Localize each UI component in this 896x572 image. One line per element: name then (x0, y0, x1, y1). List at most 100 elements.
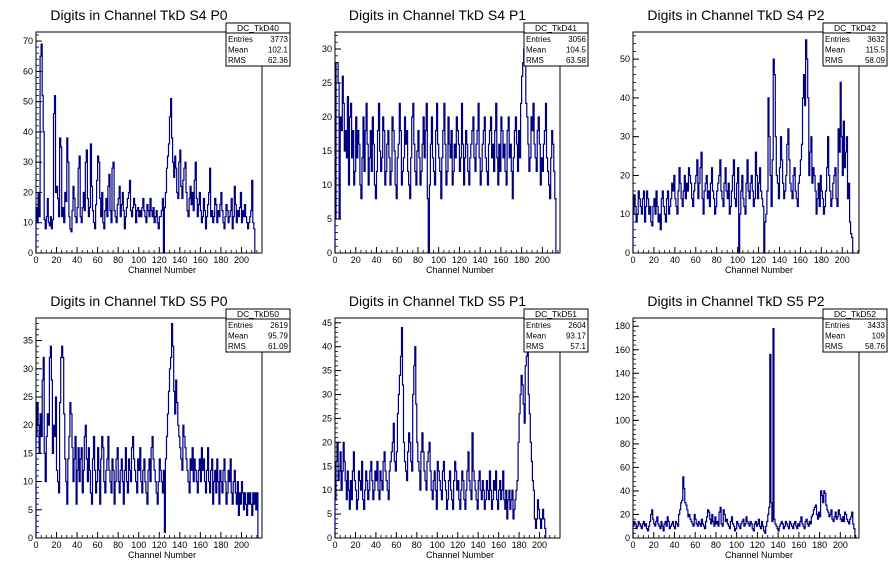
stats-row-label: RMS (228, 342, 246, 351)
x-tick-label: 20 (351, 255, 361, 265)
histogram-series-line (334, 327, 547, 538)
stats-box: DC_TkD42 Entries 3632 Mean 115.5 RMS 58.09 (822, 22, 888, 67)
stats-row-value: 58.09 (865, 56, 886, 65)
histogram-series-line (35, 43, 256, 254)
y-tick-label: 180 (615, 321, 630, 331)
plot-frame (334, 31, 561, 254)
y-tick-label: 50 (620, 54, 630, 64)
stats-box: DC_TkD41 Entries 3056 Mean 104.5 RMS 63.58 (523, 22, 589, 67)
x-tick-label: 100 (430, 540, 445, 550)
y-tick-label: 25 (322, 78, 332, 88)
x-tick-label: 120 (750, 540, 765, 550)
y-tick-label: 70 (23, 36, 33, 46)
y-tick-label: 20 (620, 170, 630, 180)
y-tick-label: 15 (322, 146, 332, 156)
x-tick-label: 120 (152, 540, 167, 550)
x-tick-label: 140 (473, 255, 488, 265)
stats-row-label: RMS (526, 342, 544, 351)
y-tick-label: 40 (322, 342, 332, 352)
stats-row-label: Mean (526, 332, 546, 341)
stats-row-value: 3056 (568, 35, 586, 44)
x-tick-label: 140 (172, 255, 187, 265)
x-tick-label: 60 (93, 540, 103, 550)
histogram-series-line (334, 48, 557, 254)
x-tick-label: 120 (751, 255, 766, 265)
x-tick-label: 60 (391, 540, 401, 550)
stats-row-value: 102.1 (268, 46, 289, 55)
stats-row-label: Entries (825, 35, 850, 44)
y-tick-label: 20 (620, 509, 630, 519)
stats-row-label: RMS (526, 56, 544, 65)
histogram-series-line (632, 39, 854, 254)
panel-title: Digits in Channel TkD S4 P0 (50, 7, 227, 23)
x-tick-label: 20 (52, 540, 62, 550)
stats-box-frame (822, 308, 888, 353)
x-tick-label: 200 (234, 255, 249, 265)
stats-row-value: 63.58 (566, 56, 587, 65)
x-tick-label: 180 (213, 255, 228, 265)
x-tick-label: 180 (213, 540, 228, 550)
x-tick-label: 80 (113, 540, 123, 550)
histogram-series-line (632, 328, 856, 538)
histogram-panel-2: Digits in Channel TkD S4 P10 20 40 60 80 100 1… (322, 7, 589, 275)
stats-box: DC_TkD40 Entries 3773 Mean 102.1 RMS 62.36 (225, 22, 291, 67)
x-tick-label: 160 (791, 540, 806, 550)
y-tick-label: 20 (322, 112, 332, 122)
stats-row-value: 109 (872, 332, 886, 341)
y-tick-label: 40 (620, 486, 630, 496)
x-tick-label: 120 (452, 255, 467, 265)
histogram-series-line (35, 323, 259, 538)
stats-row-value: 3433 (867, 321, 885, 330)
stats-row-value: 115.5 (866, 46, 886, 55)
x-axis-title: Channel Number (426, 265, 494, 275)
x-tick-label: 180 (514, 255, 529, 265)
y-tick-label: 0 (327, 248, 332, 258)
x-tick-label: 140 (772, 255, 787, 265)
x-tick-label: 160 (793, 255, 808, 265)
stats-row-label: Mean (526, 46, 546, 55)
x-tick-label: 0 (33, 540, 38, 550)
stats-row-label: Mean (228, 332, 248, 341)
panel-title: Digits in Channel TkD S4 P2 (647, 7, 824, 23)
y-tick-label: 0 (625, 533, 630, 543)
y-tick-label: 0 (327, 533, 332, 543)
histogram-panel-3: Digits in Channel TkD S4 P20 20 40 60 80 100 1… (620, 7, 888, 275)
y-tick-label: 160 (615, 345, 630, 355)
y-tick-label: 35 (322, 366, 332, 376)
x-tick-label: 0 (332, 255, 337, 265)
stats-histogram-name: DC_TkD41 (535, 23, 577, 33)
x-tick-label: 80 (113, 255, 123, 265)
y-tick-label: 30 (322, 390, 332, 400)
x-tick-label: 20 (52, 255, 62, 265)
stats-row-label: RMS (228, 56, 246, 65)
y-tick-label: 40 (620, 93, 630, 103)
stats-row-value: 2604 (568, 321, 586, 330)
x-tick-label: 0 (33, 255, 38, 265)
x-tick-label: 180 (512, 540, 527, 550)
stats-row-label: Entries (526, 321, 551, 330)
y-tick-label: 120 (615, 392, 630, 402)
stats-row-label: Mean (825, 332, 845, 341)
stats-histogram-name: DC_TkD51 (535, 309, 577, 319)
y-tick-label: 60 (620, 462, 630, 472)
x-tick-label: 60 (690, 540, 700, 550)
stats-row-value: 57.1 (570, 342, 586, 351)
x-axis-title: Channel Number (128, 550, 196, 560)
stats-row-value: 93.17 (566, 332, 587, 341)
y-tick-label: 10 (23, 218, 33, 228)
stats-row-value: 95.79 (268, 332, 289, 341)
y-tick-label: 5 (28, 505, 33, 515)
y-tick-label: 0 (28, 248, 33, 258)
x-tick-label: 160 (493, 255, 508, 265)
x-tick-label: 20 (649, 255, 659, 265)
x-tick-label: 200 (234, 540, 249, 550)
y-tick-label: 25 (23, 392, 33, 402)
y-tick-label: 5 (327, 509, 332, 519)
y-tick-label: 10 (620, 209, 630, 219)
x-axis-title: Channel Number (725, 265, 793, 275)
y-tick-label: 100 (615, 415, 630, 425)
x-tick-label: 80 (412, 540, 422, 550)
x-tick-label: 60 (691, 255, 701, 265)
y-tick-label: 15 (23, 448, 33, 458)
stats-box-frame (225, 22, 291, 67)
